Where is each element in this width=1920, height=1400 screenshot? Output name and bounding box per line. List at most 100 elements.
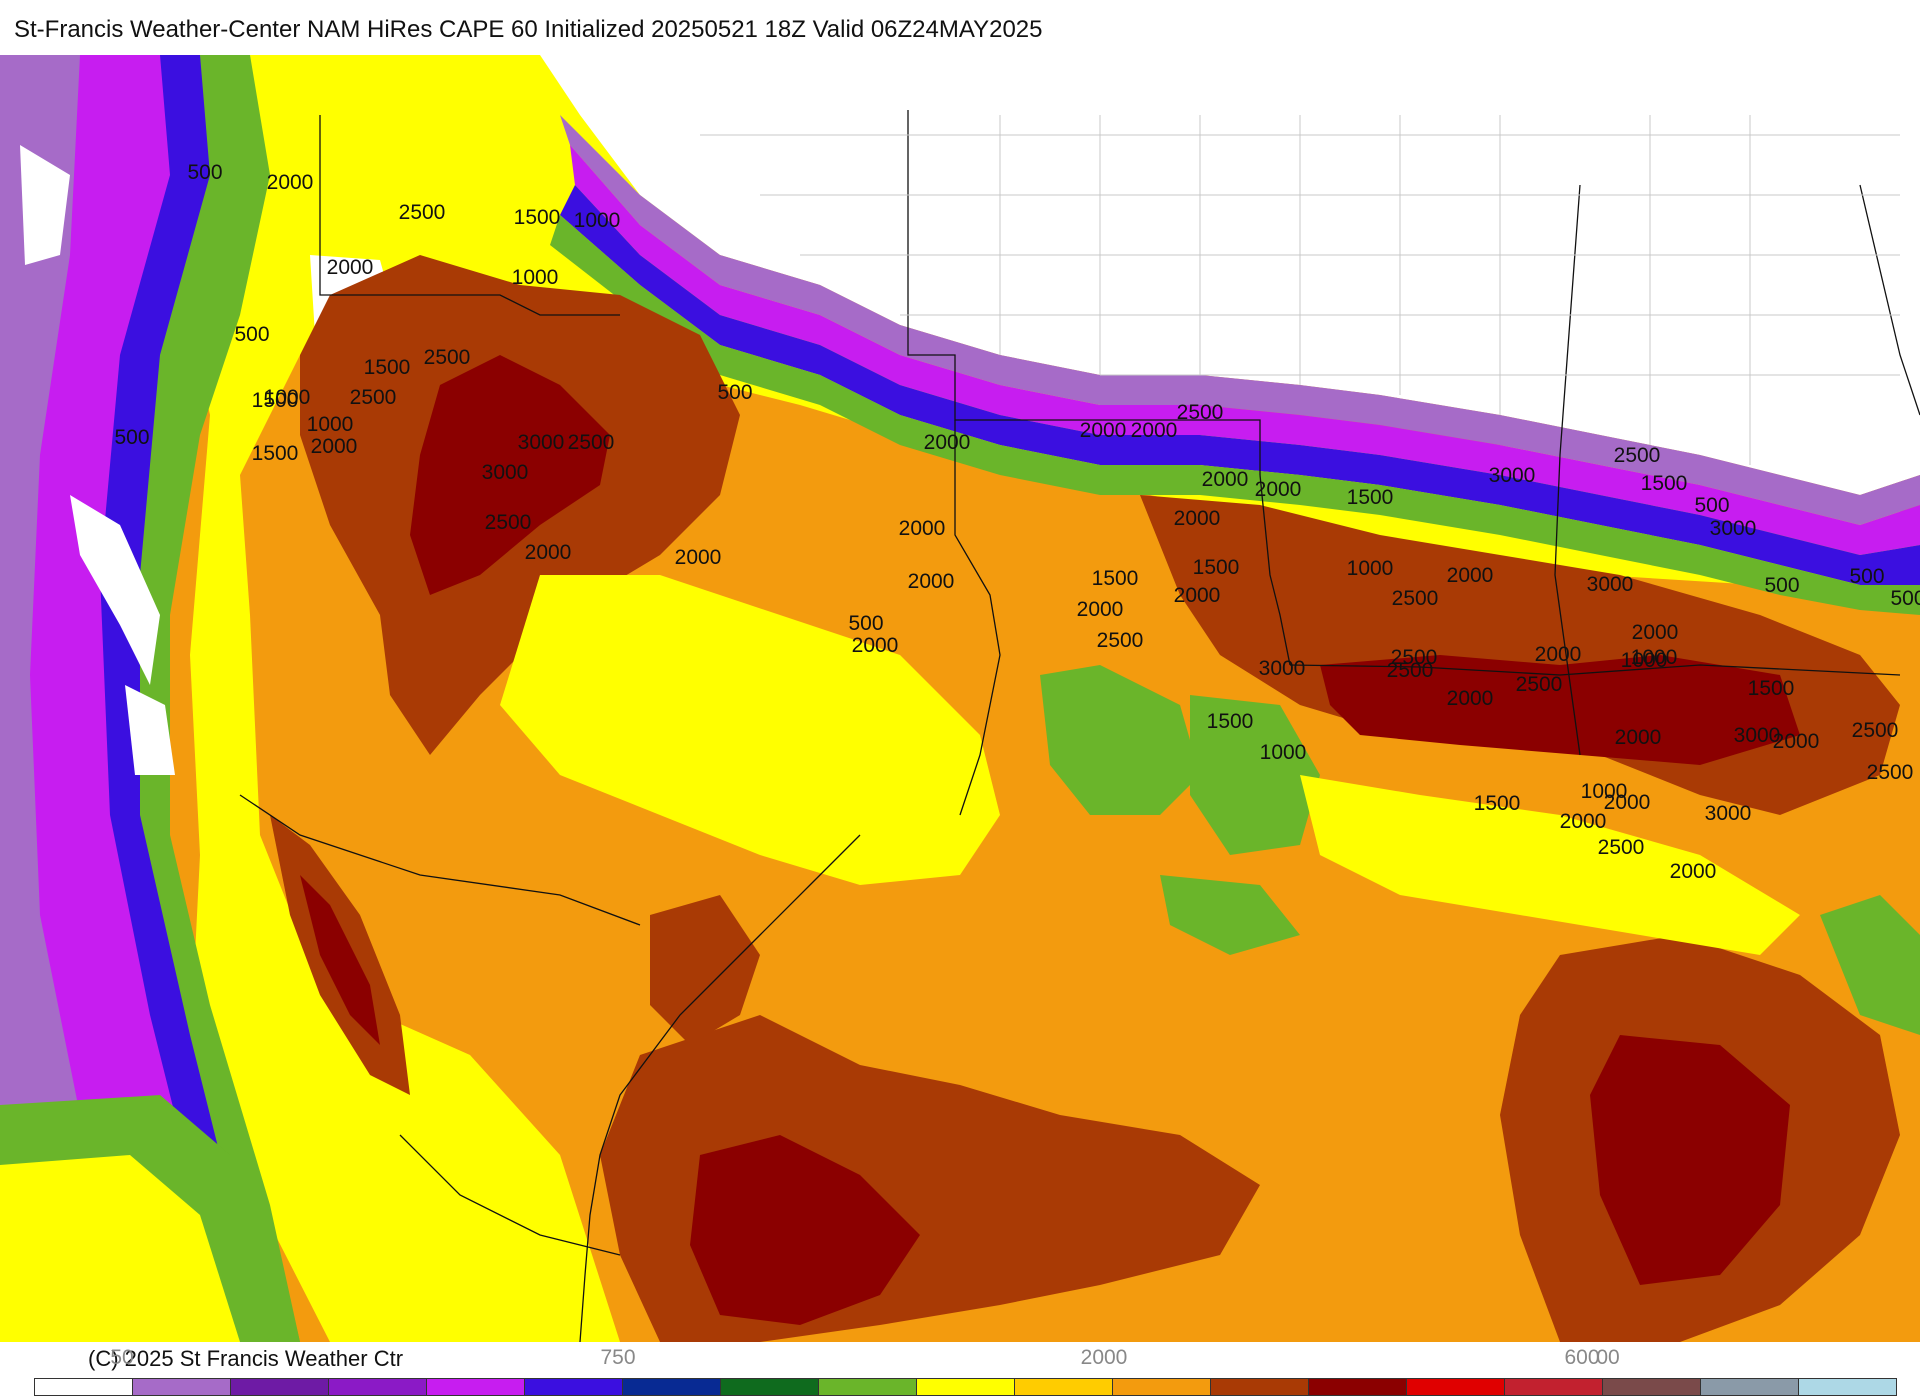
legend-swatch-2 bbox=[231, 1379, 329, 1395]
cape-band-green-north bbox=[550, 215, 1920, 615]
cape-fill-yellow-east bbox=[1300, 775, 1800, 955]
state-line-4 bbox=[1259, 474, 1291, 666]
contour-label: 2000 bbox=[1131, 419, 1178, 442]
contour-label: 3000 bbox=[1734, 724, 1781, 747]
contour-label: 3000 bbox=[1705, 802, 1752, 825]
legend-swatch-3 bbox=[329, 1379, 427, 1395]
contour-label: 2000 bbox=[1632, 621, 1679, 644]
contour-label: 2000 bbox=[1560, 810, 1607, 833]
legend-swatch-18 bbox=[1799, 1379, 1896, 1395]
contour-label: 2500 bbox=[1598, 836, 1645, 859]
state-line-6 bbox=[1859, 184, 1920, 416]
contour-label: 2000 bbox=[1255, 478, 1302, 501]
county-lines bbox=[700, 115, 1900, 465]
contour-label: 1500 bbox=[1207, 710, 1254, 733]
contour-label: 3000 bbox=[1710, 517, 1757, 540]
legend-swatch-10 bbox=[1015, 1379, 1113, 1395]
cape-fill-zero-1 bbox=[20, 145, 70, 265]
contour-label: 1500 bbox=[1748, 677, 1795, 700]
legend-swatch-5 bbox=[525, 1379, 623, 1395]
contour-label: 1000 bbox=[307, 413, 354, 436]
color-legend-bar bbox=[34, 1378, 1897, 1396]
legend-tick-4: 600 bbox=[1564, 1346, 1600, 1369]
contour-label: 2000 bbox=[525, 541, 572, 564]
cape-fill-peak-west bbox=[300, 875, 380, 1045]
contour-label: 2000 bbox=[852, 634, 899, 657]
contour-label: 2500 bbox=[1391, 646, 1438, 669]
legend-swatch-14 bbox=[1407, 1379, 1505, 1395]
cape-fill-green-east bbox=[1820, 895, 1920, 1035]
legend-tick-3: 2000 bbox=[1080, 1346, 1128, 1369]
legend-swatch-13 bbox=[1309, 1379, 1407, 1395]
contour-label: 1000 bbox=[264, 386, 311, 409]
cape-fill-green-central-2 bbox=[1190, 695, 1320, 855]
legend-tick-2: 750 bbox=[600, 1346, 636, 1369]
legend-swatch-12 bbox=[1211, 1379, 1309, 1395]
cape-fill-high-coast bbox=[650, 895, 760, 1045]
contour-label: 3000 bbox=[1259, 657, 1306, 680]
cape-band-purple-north bbox=[570, 145, 1920, 555]
legend-swatch-17 bbox=[1701, 1379, 1799, 1395]
contour-label: 2000 bbox=[327, 256, 374, 279]
cape-fill-zero-north bbox=[540, 55, 1920, 495]
contour-label: 2000 bbox=[924, 431, 971, 454]
contour-label: 2000 bbox=[1447, 687, 1494, 710]
legend-tick-1: 50 bbox=[110, 1346, 134, 1369]
contour-label: 1500 bbox=[1641, 472, 1688, 495]
legend-swatch-11 bbox=[1113, 1379, 1211, 1395]
cape-fill-zero-3 bbox=[70, 495, 160, 685]
contour-label: 1500 bbox=[514, 206, 561, 229]
contour-label: 2500 bbox=[424, 346, 471, 369]
contour-label: 1500 bbox=[252, 389, 299, 412]
cape-fill-peak-se bbox=[1590, 1035, 1790, 1285]
contour-label: 2500 bbox=[1387, 659, 1434, 682]
contour-label: 2000 bbox=[908, 570, 955, 593]
contour-label: 2500 bbox=[350, 386, 397, 409]
contour-label: 500 bbox=[1694, 494, 1729, 517]
contour-label: 500 bbox=[234, 323, 269, 346]
legend-swatch-0 bbox=[35, 1379, 133, 1395]
contour-label: 2000 bbox=[1615, 726, 1662, 749]
contour-label: 1000 bbox=[574, 209, 621, 232]
contour-label: 2000 bbox=[899, 517, 946, 540]
contour-label: 500 bbox=[848, 612, 883, 635]
legend-swatch-7 bbox=[721, 1379, 819, 1395]
state-line-2 bbox=[907, 110, 1261, 475]
contour-label: 2500 bbox=[1614, 444, 1661, 467]
legend-swatch-4 bbox=[427, 1379, 525, 1395]
cape-fill-green-central-4 bbox=[1160, 875, 1300, 955]
contour-label: 3000 bbox=[1489, 464, 1536, 487]
contour-label: 1500 bbox=[1474, 792, 1521, 815]
cape-fill-peak-south bbox=[690, 1135, 920, 1325]
state-line-7 bbox=[1289, 664, 1901, 676]
contour-label: 2000 bbox=[1077, 598, 1124, 621]
contour-label: 2000 bbox=[1202, 468, 1249, 491]
contour-label: 1500 bbox=[1092, 567, 1139, 590]
contour-label: 3000 bbox=[1587, 573, 1634, 596]
contour-label: 2000 bbox=[1604, 791, 1651, 814]
coastline-gulf bbox=[579, 834, 861, 1342]
contour-label: 500 bbox=[1890, 587, 1920, 610]
contour-label: 1500 bbox=[1347, 486, 1394, 509]
contour-label: 1000 bbox=[512, 266, 559, 289]
legend-swatch-15 bbox=[1505, 1379, 1603, 1395]
state-line-1 bbox=[319, 115, 620, 316]
contour-label: 2500 bbox=[1852, 719, 1899, 742]
legend-swatch-9 bbox=[917, 1379, 1015, 1395]
contour-label: 2000 bbox=[1670, 860, 1717, 883]
cape-fill-yellow-central bbox=[500, 575, 1000, 885]
cape-band-lavender-north bbox=[560, 115, 1920, 525]
legend-swatch-16 bbox=[1603, 1379, 1701, 1395]
contour-label: 2500 bbox=[1392, 587, 1439, 610]
contour-label: 1000 bbox=[1260, 741, 1307, 764]
contour-label: 2500 bbox=[1867, 761, 1914, 784]
cape-fill-zero-4 bbox=[125, 685, 175, 775]
contour-label: 1500 bbox=[252, 442, 299, 465]
contour-label: 500 bbox=[114, 426, 149, 449]
cape-fill-peak-plains bbox=[410, 355, 610, 595]
contour-label: 2000 bbox=[1174, 507, 1221, 530]
contour-label: 1000 bbox=[1581, 780, 1628, 803]
contour-label: 1500 bbox=[1193, 556, 1240, 579]
